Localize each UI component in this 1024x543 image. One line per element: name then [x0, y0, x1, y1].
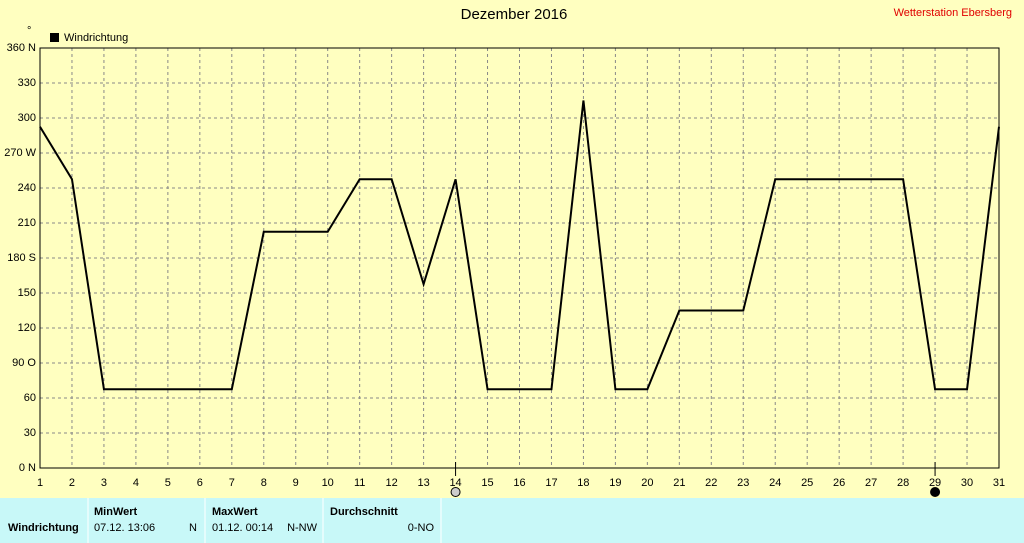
- x-tick-label: 22: [705, 477, 717, 489]
- table-header: MaxWert: [212, 506, 258, 518]
- table-header: Durchschnitt: [330, 506, 398, 518]
- moon-icon: [450, 487, 461, 497]
- x-tick-label: 11: [354, 477, 365, 489]
- y-tick-label: 300: [18, 112, 36, 124]
- y-tick-label: 0 N: [19, 462, 36, 474]
- x-tick-label: 7: [229, 477, 235, 489]
- table-cell: N: [189, 522, 197, 534]
- table-cell: 01.12. 00:14: [212, 522, 273, 534]
- x-tick-label: 28: [897, 477, 909, 489]
- x-tick-label: 3: [101, 477, 107, 489]
- x-tick-label: 21: [673, 477, 685, 489]
- x-tick-label: 27: [865, 477, 877, 489]
- background: [0, 0, 1024, 498]
- table-header: MinWert: [94, 506, 138, 518]
- station-name: Wetterstation Ebersberg: [894, 7, 1012, 19]
- table-lines: [87, 498, 442, 543]
- x-tick-label: 9: [293, 477, 299, 489]
- x-tick-label: 14: [449, 477, 461, 489]
- x-tick-label: 2: [69, 477, 75, 489]
- x-tick-label: 10: [322, 477, 334, 489]
- y-tick-label: 270 W: [4, 147, 36, 159]
- y-unit: °: [27, 25, 31, 37]
- x-tick-label: 25: [801, 477, 813, 489]
- data-line: [39, 100, 1000, 391]
- y-tick-label: 330: [18, 77, 36, 89]
- x-tick-label: 20: [641, 477, 653, 489]
- table-cell: 07.12. 13:06: [94, 522, 155, 534]
- x-tick-label: 31: [993, 477, 1005, 489]
- x-tick-label: 19: [609, 477, 621, 489]
- x-tick-label: 24: [769, 477, 781, 489]
- x-tick-label: 26: [833, 477, 845, 489]
- y-tick-label: 60: [24, 392, 36, 404]
- y-tick-label: 360 N: [7, 42, 36, 54]
- x-tick-label: 18: [577, 477, 589, 489]
- chart-title: Dezember 2016: [461, 6, 568, 23]
- y-tick-label: 120: [18, 322, 36, 334]
- table-panel: [0, 498, 1024, 543]
- x-tick-label: 1: [37, 477, 43, 489]
- x-tick-label: 17: [545, 477, 557, 489]
- x-tick-label: 5: [165, 477, 171, 489]
- legend-label: Windrichtung: [64, 32, 128, 44]
- table-cell: N-NW: [287, 522, 318, 534]
- x-tick-label: 29: [929, 477, 941, 489]
- y-tick-label: 180 S: [7, 252, 36, 264]
- x-tick-label: 8: [261, 477, 267, 489]
- legend-swatch: [50, 33, 59, 42]
- y-tick-label: 240: [18, 182, 36, 194]
- x-tick-label: 6: [197, 477, 203, 489]
- x-tick-label: 13: [417, 477, 429, 489]
- y-tick-label: 90 O: [12, 357, 36, 369]
- x-tick-label: 15: [481, 477, 493, 489]
- table-row-label: Windrichtung: [8, 522, 79, 534]
- y-tick-label: 30: [24, 427, 36, 439]
- x-tick-label: 16: [513, 477, 525, 489]
- plot-frame: [39, 47, 1000, 469]
- table-cell: 0-NO: [408, 522, 435, 534]
- x-tick-label: 23: [737, 477, 749, 489]
- x-tick-label: 4: [133, 477, 139, 489]
- y-tick-label: 210: [18, 217, 36, 229]
- y-tick-label: 150: [18, 287, 36, 299]
- moon-icon: [930, 487, 941, 497]
- x-tick-label: 30: [961, 477, 973, 489]
- x-tick-label: 12: [386, 477, 398, 489]
